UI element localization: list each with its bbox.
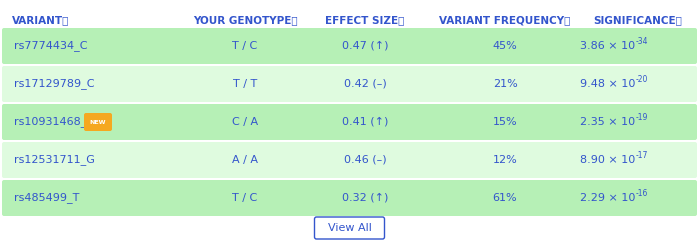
Text: C / A: C / A — [232, 117, 258, 127]
Text: YOUR GENOTYPEⓘ: YOUR GENOTYPEⓘ — [193, 15, 297, 25]
Text: -19: -19 — [636, 114, 649, 123]
Text: rs7774434_C: rs7774434_C — [14, 40, 87, 51]
Text: EFFECT SIZEⓘ: EFFECT SIZEⓘ — [325, 15, 405, 25]
Text: 0.32 (↑): 0.32 (↑) — [342, 193, 388, 203]
Text: -34: -34 — [636, 37, 649, 47]
Text: rs485499_T: rs485499_T — [14, 192, 80, 203]
FancyBboxPatch shape — [2, 28, 697, 64]
Text: 3.86 × 10: 3.86 × 10 — [580, 41, 635, 51]
Text: 2.29 × 10: 2.29 × 10 — [579, 193, 635, 203]
Text: VARIANT FREQUENCYⓘ: VARIANT FREQUENCYⓘ — [439, 15, 570, 25]
FancyBboxPatch shape — [2, 104, 697, 140]
FancyBboxPatch shape — [84, 113, 112, 131]
FancyBboxPatch shape — [2, 142, 697, 178]
Text: SIGNIFICANCEⓘ: SIGNIFICANCEⓘ — [593, 15, 682, 25]
FancyBboxPatch shape — [2, 180, 697, 216]
Text: 61%: 61% — [493, 193, 517, 203]
Text: VARIANTⓘ: VARIANTⓘ — [12, 15, 69, 25]
Text: -16: -16 — [636, 189, 649, 198]
Text: 21%: 21% — [493, 79, 517, 89]
Text: -17: -17 — [636, 152, 649, 160]
FancyBboxPatch shape — [315, 217, 384, 239]
Text: NEW: NEW — [89, 120, 106, 124]
Text: rs10931468_A: rs10931468_A — [14, 117, 94, 127]
Text: A / A: A / A — [232, 155, 258, 165]
Text: 45%: 45% — [493, 41, 517, 51]
Text: 12%: 12% — [493, 155, 517, 165]
Text: -20: -20 — [636, 75, 649, 85]
Text: T / C: T / C — [232, 41, 258, 51]
Text: rs12531711_G: rs12531711_G — [14, 155, 95, 165]
FancyBboxPatch shape — [2, 66, 697, 102]
Text: View All: View All — [328, 223, 371, 233]
Text: 0.47 (↑): 0.47 (↑) — [342, 41, 388, 51]
Text: 2.35 × 10: 2.35 × 10 — [580, 117, 635, 127]
Text: 15%: 15% — [493, 117, 517, 127]
Text: rs17129789_C: rs17129789_C — [14, 79, 94, 90]
Text: 0.41 (↑): 0.41 (↑) — [342, 117, 388, 127]
Text: T / C: T / C — [232, 193, 258, 203]
Text: 9.48 × 10: 9.48 × 10 — [579, 79, 635, 89]
Text: 8.90 × 10: 8.90 × 10 — [579, 155, 635, 165]
Text: T / T: T / T — [233, 79, 257, 89]
Text: 0.46 (–): 0.46 (–) — [344, 155, 387, 165]
Text: 0.42 (–): 0.42 (–) — [344, 79, 387, 89]
